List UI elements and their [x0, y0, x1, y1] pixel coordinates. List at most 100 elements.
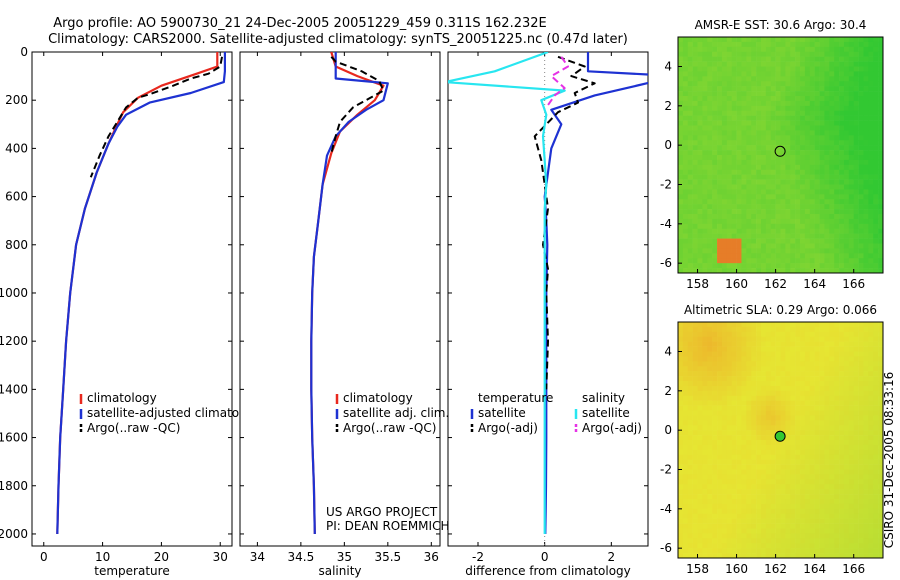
map-cell — [687, 464, 693, 470]
map-cell — [785, 125, 791, 131]
map-cell — [800, 51, 806, 57]
map-cell — [800, 326, 806, 333]
map-cell — [760, 214, 767, 220]
map-cell — [814, 499, 820, 505]
map-cell — [800, 479, 806, 485]
map-cell — [853, 174, 859, 180]
map-cell — [712, 533, 718, 539]
map-cell — [819, 523, 825, 529]
map-cell — [712, 115, 718, 121]
map-cell — [819, 238, 825, 244]
map-cell — [824, 66, 830, 72]
map-cell — [814, 37, 820, 43]
map-cell — [702, 71, 708, 77]
map-cell — [697, 174, 703, 180]
map-cell — [843, 86, 850, 92]
map-cell — [697, 410, 703, 416]
map-cell — [858, 105, 864, 112]
map-cell — [697, 199, 703, 205]
map-cell — [775, 489, 781, 495]
map-cell — [697, 194, 703, 200]
map-cell — [839, 140, 845, 146]
map-cell — [760, 464, 767, 470]
map-cell — [726, 228, 732, 234]
map-cell — [736, 361, 742, 367]
map-cell — [731, 361, 737, 367]
map-cell — [697, 150, 703, 156]
map-cell — [848, 37, 855, 43]
map-cell — [795, 189, 801, 195]
map-cell — [731, 258, 737, 264]
map-cell — [775, 454, 781, 460]
map-cell — [829, 528, 835, 534]
map-cell — [863, 479, 869, 485]
map-cell — [712, 528, 718, 534]
map-cell — [878, 194, 884, 200]
map-cell — [829, 341, 835, 347]
map-cell — [843, 499, 850, 505]
map-cell — [702, 223, 708, 230]
map-cell — [687, 140, 693, 146]
map-cell — [746, 100, 752, 107]
map-cell — [785, 376, 791, 382]
map-cell — [868, 484, 874, 490]
map-cell — [765, 238, 772, 244]
map-cell — [697, 548, 703, 554]
map-cell — [878, 553, 884, 559]
map-cell — [858, 371, 864, 377]
map-cell — [687, 199, 693, 205]
map-cell — [878, 51, 884, 57]
map-cell — [707, 405, 713, 411]
map-cell — [853, 381, 859, 387]
map-cell — [721, 96, 728, 102]
map-cell — [726, 538, 732, 544]
map-cell — [863, 538, 869, 544]
map-cell — [721, 503, 728, 510]
map-cell — [751, 494, 757, 500]
map-cell — [731, 169, 737, 175]
map-cell — [873, 184, 879, 190]
map-cell — [819, 209, 825, 215]
map-cell — [756, 430, 762, 436]
map-cell — [741, 150, 747, 156]
map-cell — [736, 140, 742, 146]
map-cell — [868, 326, 874, 333]
map-cell — [765, 361, 772, 367]
map-cell — [741, 41, 747, 48]
map-cell — [853, 155, 859, 161]
map-cell — [780, 258, 786, 264]
map-cell — [717, 508, 723, 515]
map-cell — [770, 253, 776, 259]
map-cell — [843, 263, 850, 269]
map-cell — [726, 444, 732, 451]
map-cell — [868, 179, 874, 185]
map-cell — [809, 105, 815, 112]
map-cell — [741, 233, 747, 239]
map-cell — [868, 125, 874, 131]
map-cell — [721, 71, 728, 77]
map-cell — [707, 356, 713, 362]
map-cell — [697, 508, 703, 515]
map-cell — [717, 474, 723, 480]
map-cell — [736, 508, 742, 515]
map-cell — [751, 513, 757, 519]
map-cell — [678, 199, 684, 205]
map-cell — [721, 41, 728, 48]
map-cell — [707, 533, 713, 539]
map-cell — [819, 469, 825, 475]
map-cell — [770, 174, 776, 180]
map-cell — [678, 228, 684, 234]
map-cell — [707, 86, 713, 92]
map-cell — [765, 385, 772, 392]
map-cell — [736, 130, 742, 136]
map-cell — [829, 444, 835, 451]
map-cell — [868, 415, 874, 421]
map-cell — [839, 474, 845, 480]
map-cell — [839, 331, 845, 338]
map-cell — [741, 513, 747, 519]
map-cell — [726, 81, 732, 87]
map-cell — [785, 533, 791, 539]
map-cell — [839, 91, 845, 97]
map-cell — [775, 390, 781, 397]
